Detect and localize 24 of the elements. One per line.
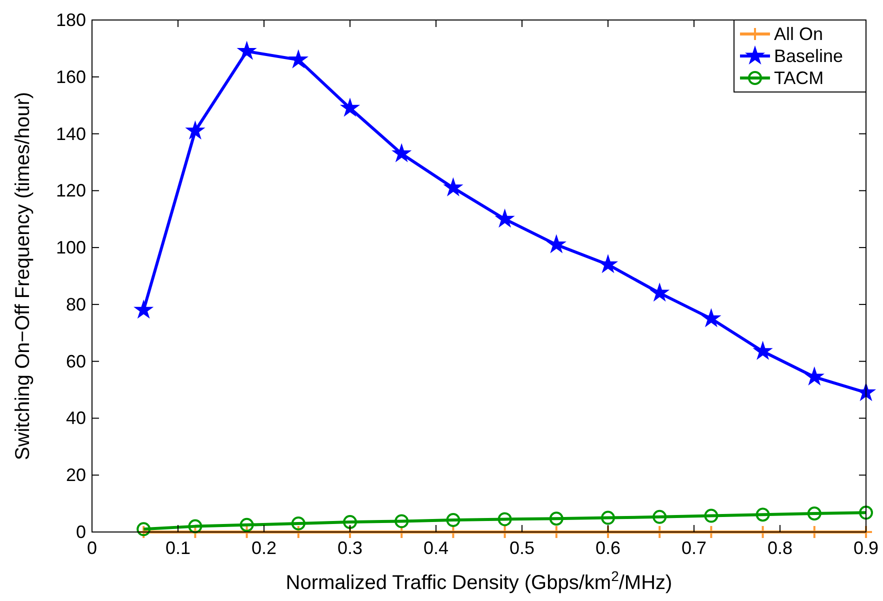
y-tick-label: 100 bbox=[56, 238, 86, 258]
x-tick-label: 0.2 bbox=[251, 538, 277, 558]
y-tick-label: 80 bbox=[66, 294, 86, 314]
y-tick-label: 180 bbox=[56, 10, 86, 30]
x-tick-label: 0.4 bbox=[423, 538, 449, 558]
x-tick-label: 0.7 bbox=[681, 538, 707, 558]
y-tick-label: 20 bbox=[66, 465, 86, 486]
y-tick-label: 60 bbox=[66, 351, 86, 372]
y-tick-label: 160 bbox=[56, 66, 86, 87]
x-tick-label: 0.5 bbox=[509, 538, 535, 558]
y-tick-label: 140 bbox=[56, 124, 86, 144]
legend-label: Baseline bbox=[774, 46, 844, 66]
legend-label: All On bbox=[774, 24, 824, 44]
x-tick-label: 0.1 bbox=[165, 538, 191, 558]
x-axis-title: Normalized Traffic Density (Gbps/km$^{2}$/MHz) bbox=[286, 568, 672, 594]
x-tick-label: 0.3 bbox=[337, 538, 363, 558]
legend-label: TACM bbox=[774, 68, 824, 88]
x-tick-label: 0.9 bbox=[853, 538, 879, 558]
y-tick-label: 0 bbox=[76, 522, 86, 542]
y-tick-label: 40 bbox=[66, 408, 86, 428]
x-tick-label: 0.8 bbox=[767, 538, 793, 558]
x-tick-label: 0.6 bbox=[595, 538, 621, 558]
y-tick-label: 120 bbox=[56, 180, 86, 201]
y-axis-title: Switching On−Off Frequency (times/hour) bbox=[12, 92, 34, 460]
